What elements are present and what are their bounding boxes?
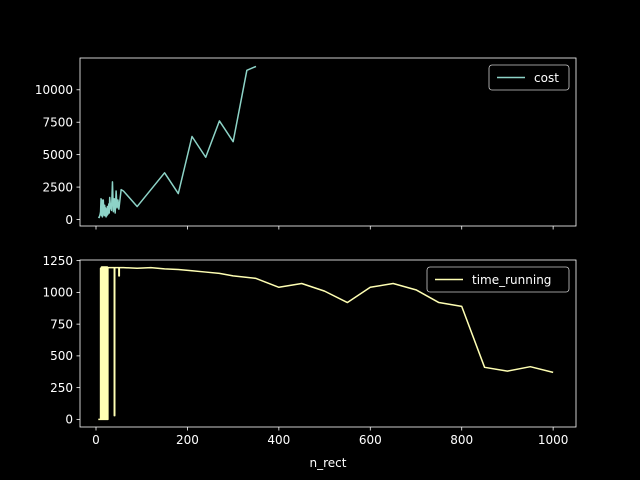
- time-running-plot-area: [98, 266, 554, 421]
- y-tick-label: 0: [65, 413, 73, 427]
- time-running-y-axis: 0 250 500 750 1000 1250: [42, 254, 80, 427]
- y-tick-label: 0: [65, 213, 73, 227]
- series-line-cost: [97, 65, 257, 219]
- x-tick-label: 400: [267, 433, 290, 447]
- cost-legend: cost: [488, 64, 570, 91]
- x-tick-label: 1000: [538, 433, 569, 447]
- legend-box: [488, 64, 570, 91]
- y-tick-label: 2500: [42, 180, 73, 194]
- cost-plot-area: [97, 65, 257, 219]
- x-tick-label: 200: [176, 433, 199, 447]
- time-running-axes-frame: [79, 259, 577, 428]
- y-tick-label: 250: [50, 381, 73, 395]
- time-running-subplot: 0 200 400 600 800 1000 0 250 500 750 1000 1250 tim…: [42, 254, 577, 470]
- x-tick-label: 0: [92, 433, 100, 447]
- series-line-time_running: [98, 266, 554, 421]
- cost-subplot: 0 2500 5000 7500 10000 cost: [35, 57, 577, 230]
- y-tick-label: 5000: [42, 148, 73, 162]
- cost-y-axis: 0 2500 5000 7500 10000: [35, 83, 80, 227]
- cost-axes-frame: [79, 57, 577, 227]
- x-tick-label: 800: [450, 433, 473, 447]
- legend-box: [426, 266, 570, 293]
- x-tick-label: 600: [359, 433, 382, 447]
- y-tick-label: 7500: [42, 116, 73, 130]
- y-tick-label: 10000: [35, 83, 73, 97]
- y-tick-label: 1000: [42, 286, 73, 300]
- cost-x-axis: [95, 226, 554, 230]
- x-axis-label: n_rect: [310, 456, 347, 470]
- legend-label-cost: cost: [534, 71, 559, 85]
- y-tick-label: 500: [50, 349, 73, 363]
- time-running-legend: time_running: [426, 266, 570, 293]
- y-tick-label: 1250: [42, 254, 73, 268]
- time-running-x-axis: 0 200 400 600 800 1000: [92, 427, 568, 447]
- y-tick-label: 750: [50, 317, 73, 331]
- legend-label-time_running: time_running: [472, 273, 551, 287]
